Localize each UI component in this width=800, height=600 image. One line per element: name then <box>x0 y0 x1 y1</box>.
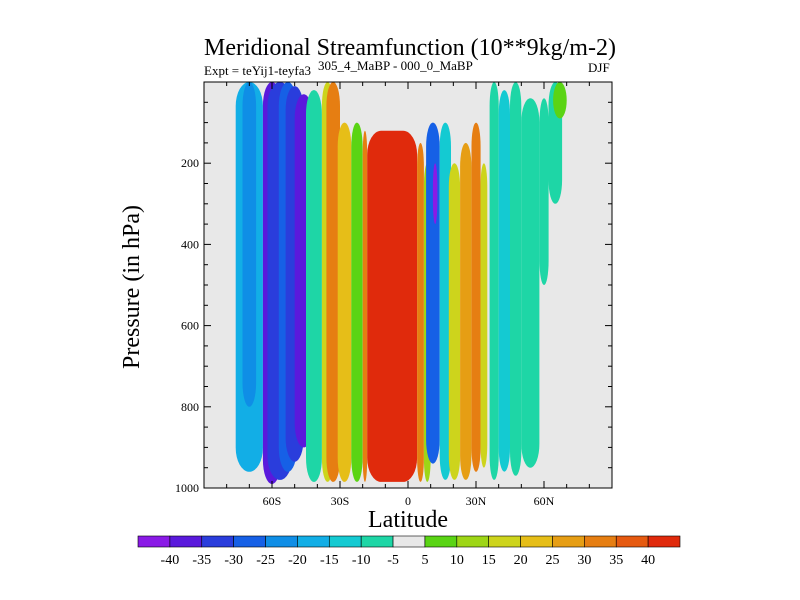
x-tick-label: 60N <box>534 494 555 508</box>
contour-band <box>326 82 340 482</box>
contour-band <box>432 163 438 225</box>
colorbar-box <box>520 535 553 548</box>
colorbar-box <box>456 535 490 548</box>
colorbar-label: -20 <box>288 553 307 568</box>
colorbar-box <box>360 535 394 548</box>
contour-band <box>489 82 499 480</box>
colorbar-label: -40 <box>161 553 180 568</box>
colorbar-label: 30 <box>577 553 591 568</box>
contour-band <box>417 142 424 482</box>
contour-band <box>367 130 418 482</box>
colorbar-box <box>584 535 617 548</box>
y-tick-label: 1000 <box>175 481 199 495</box>
contour-band <box>460 142 472 480</box>
x-axis-label: Latitude <box>368 507 448 533</box>
y-tick-label: 800 <box>181 400 199 414</box>
colorbar-box <box>265 535 298 548</box>
experiment-label: Expt = teYij1-teyfa3 <box>204 63 311 78</box>
colorbar-label: 5 <box>421 553 428 568</box>
contour-band <box>480 163 488 468</box>
x-axis-ticks: 60S 30S 0 30N 60N <box>226 82 590 508</box>
colorbar-label: -5 <box>387 553 399 568</box>
contour-band <box>362 130 368 482</box>
contour-band <box>426 122 440 464</box>
colorbar-box <box>233 535 266 548</box>
colorbar-label: 35 <box>609 553 623 568</box>
colorbar-box <box>424 535 458 548</box>
x-tick-label: 30N <box>466 494 487 508</box>
season-label: DJF <box>588 60 610 75</box>
contour-band <box>448 163 461 480</box>
y-tick-label: 200 <box>181 156 199 170</box>
x-tick-label: 30S <box>331 494 350 508</box>
contour-bands <box>235 82 567 484</box>
colorbar-label: -30 <box>224 553 243 568</box>
y-axis-label: Pressure (in hPa) <box>119 205 145 369</box>
colorbar-box <box>615 535 649 548</box>
colorbar-label: -15 <box>320 553 339 568</box>
colorbar-box <box>169 535 203 548</box>
colorbar-box <box>552 535 585 548</box>
contour-band <box>471 122 481 472</box>
colorbar-label: 25 <box>545 553 559 568</box>
contour-band <box>242 82 257 407</box>
colorbar-label: -25 <box>256 553 275 568</box>
contour-band <box>498 90 510 472</box>
colorbar-box <box>201 535 234 548</box>
contour-band <box>510 82 522 476</box>
contour-band <box>351 122 363 482</box>
contour-band <box>337 122 352 482</box>
contour-band <box>553 82 567 119</box>
chart-title: Meridional Streamfunction (10**9kg/m-2) <box>204 35 616 61</box>
colorbar-box <box>488 535 521 548</box>
colorbar-label: 20 <box>514 553 528 568</box>
colorbar-label: 15 <box>482 553 496 568</box>
contour-band <box>521 98 540 468</box>
colorbar-box <box>392 535 426 548</box>
colorbar-label: 40 <box>641 553 655 568</box>
contour-band <box>306 90 322 482</box>
y-tick-label: 600 <box>181 319 199 333</box>
contour-band <box>439 122 451 480</box>
colorbar-box <box>328 535 362 548</box>
period-label: 305_4_MaBP - 000_0_MaBP <box>318 58 473 73</box>
x-tick-label: 0 <box>405 494 411 508</box>
colorbar-label: -35 <box>192 553 211 568</box>
colorbar-label: 10 <box>450 553 464 568</box>
y-axis-ticks: 200 400 600 800 1000 <box>175 101 612 495</box>
colorbar-box <box>297 535 330 548</box>
y-tick-label: 400 <box>181 237 199 251</box>
contour-band <box>539 98 549 285</box>
colorbar-box <box>137 535 171 548</box>
x-tick-label: 60S <box>263 494 282 508</box>
colorbar: -40 -35 -30 -25 -20 -15 -10 -5 5 10 15 20 25 30 35 40 <box>137 535 681 568</box>
colorbar-label: -10 <box>352 553 371 568</box>
colorbar-box <box>647 535 681 548</box>
